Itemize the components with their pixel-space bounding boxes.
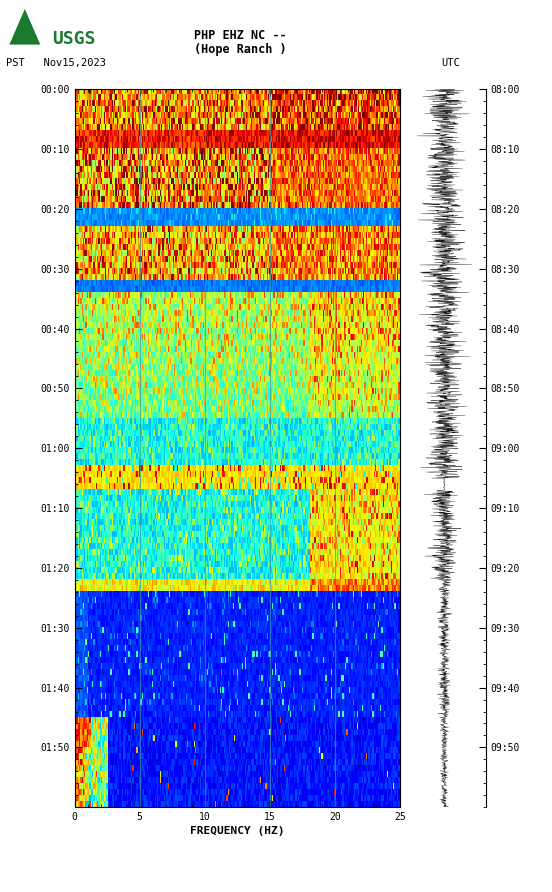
Polygon shape	[9, 9, 40, 45]
X-axis label: FREQUENCY (HZ): FREQUENCY (HZ)	[190, 826, 285, 837]
Text: PHP EHZ NC --: PHP EHZ NC --	[194, 29, 286, 42]
Text: UTC: UTC	[442, 58, 460, 68]
Text: (Hope Ranch ): (Hope Ranch )	[194, 43, 286, 56]
Text: USGS: USGS	[52, 30, 96, 48]
Text: PST   Nov15,2023: PST Nov15,2023	[6, 58, 105, 68]
